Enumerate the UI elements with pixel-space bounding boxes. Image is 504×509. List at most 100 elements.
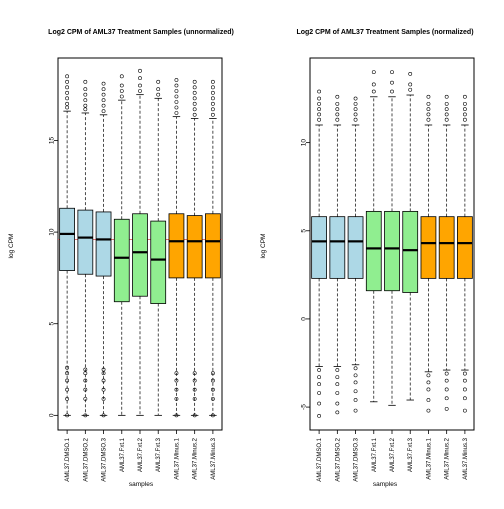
x-tick-label: AML37.Fxt.1: [372, 437, 378, 472]
outlier-point: [463, 388, 466, 391]
outlier-point: [318, 391, 321, 394]
x-tick-label: AML37.Fxt.2: [138, 437, 144, 472]
outlier-point: [120, 89, 123, 92]
outlier-point: [193, 97, 196, 100]
outlier-point: [157, 80, 160, 83]
outlier-point: [463, 118, 466, 121]
x-tick-label: AML37.Fxt.3: [408, 437, 414, 472]
outlier-point: [138, 69, 141, 72]
outlier-point: [336, 102, 339, 105]
box-body: [457, 217, 472, 279]
box-body: [187, 216, 202, 278]
x-axis-label-unnormalized: samples: [129, 481, 154, 488]
outlier-point: [463, 95, 466, 98]
outlier-point: [120, 84, 123, 87]
y-axis-label-normalized: log CPM: [260, 234, 267, 259]
box-AML37.Minus.1: [421, 95, 436, 412]
box-AML37.DMSO.2: [78, 80, 93, 417]
outlier-point: [427, 95, 430, 98]
outlier-point: [445, 102, 448, 105]
x-tick-label: AML37.DMSO.3: [354, 437, 360, 481]
outlier-point: [318, 102, 321, 105]
outlier-point: [66, 91, 69, 94]
outlier-point: [463, 397, 466, 400]
outlier-point: [211, 86, 214, 89]
x-tick-label: AML37.DMSO.3: [102, 437, 108, 481]
outlier-point: [175, 106, 178, 109]
outlier-point: [463, 108, 466, 111]
outlier-point: [354, 118, 357, 121]
outlier-point: [372, 71, 375, 74]
outlier-point: [463, 102, 466, 105]
outlier-point: [157, 93, 160, 96]
outlier-point: [318, 414, 321, 417]
box-body: [133, 214, 148, 296]
outlier-point: [318, 368, 321, 371]
box-body: [60, 208, 75, 270]
x-tick-label: AML37.DMSO.1: [65, 437, 71, 481]
box-AML37.Fxt.2: [385, 71, 400, 406]
box-body: [403, 211, 418, 292]
outlier-point: [318, 376, 321, 379]
box-AML37.Fxt.1: [366, 71, 381, 402]
outlier-point: [354, 398, 357, 401]
outlier-point: [102, 104, 105, 107]
outlier-point: [318, 402, 321, 405]
outlier-point: [409, 88, 412, 91]
outlier-point: [336, 95, 339, 98]
outlier-point: [409, 72, 412, 75]
outlier-point: [120, 75, 123, 78]
x-tick-label: AML37.Minus.2: [193, 437, 199, 479]
box-AML37.DMSO.3: [96, 82, 111, 417]
outlier-point: [193, 113, 196, 116]
outlier-point: [102, 88, 105, 91]
box-body: [439, 217, 454, 279]
x-tick-label: AML37.Minus.3: [211, 437, 217, 479]
outlier-point: [427, 102, 430, 105]
outlier-point: [175, 89, 178, 92]
box-body: [96, 212, 111, 276]
outlier-point: [336, 113, 339, 116]
box-body: [385, 211, 400, 290]
outlier-point: [66, 102, 69, 105]
box-body: [366, 211, 381, 290]
x-tick-label: AML37.Minus.2: [445, 437, 451, 479]
outlier-point: [336, 368, 339, 371]
outlier-point: [138, 84, 141, 87]
y-tick-label: 0: [48, 413, 55, 417]
box-AML37.Minus.2: [439, 95, 454, 410]
box-body: [312, 217, 327, 279]
box-AML37.DMSO.2: [330, 95, 345, 414]
outlier-point: [336, 402, 339, 405]
outlier-point: [427, 398, 430, 401]
outlier-point: [102, 93, 105, 96]
x-tick-label: AML37.Minus.1: [426, 437, 432, 479]
box-AML37.Minus.1: [169, 78, 184, 417]
outlier-point: [445, 388, 448, 391]
box-body: [114, 219, 129, 301]
x-tick-label: AML37.Minus.3: [463, 437, 469, 479]
outlier-point: [211, 97, 214, 100]
box-body: [78, 210, 93, 274]
outlier-point: [445, 407, 448, 410]
outlier-point: [66, 97, 69, 100]
outlier-point: [445, 379, 448, 382]
outlier-point: [354, 97, 357, 100]
outlier-point: [211, 91, 214, 94]
outlier-point: [427, 374, 430, 377]
box-AML37.Minus.3: [205, 80, 220, 417]
outlier-point: [354, 381, 357, 384]
outlier-point: [211, 108, 214, 111]
y-tick-label: 15: [48, 136, 55, 144]
outlier-point: [84, 99, 87, 102]
outlier-point: [336, 411, 339, 414]
outlier-point: [354, 390, 357, 393]
outlier-point: [175, 100, 178, 103]
outlier-point: [336, 376, 339, 379]
outlier-point: [66, 106, 69, 109]
outlier-point: [175, 84, 178, 87]
box-body: [330, 217, 345, 279]
x-tick-label: AML37.DMSO.2: [83, 437, 89, 481]
outlier-point: [102, 99, 105, 102]
